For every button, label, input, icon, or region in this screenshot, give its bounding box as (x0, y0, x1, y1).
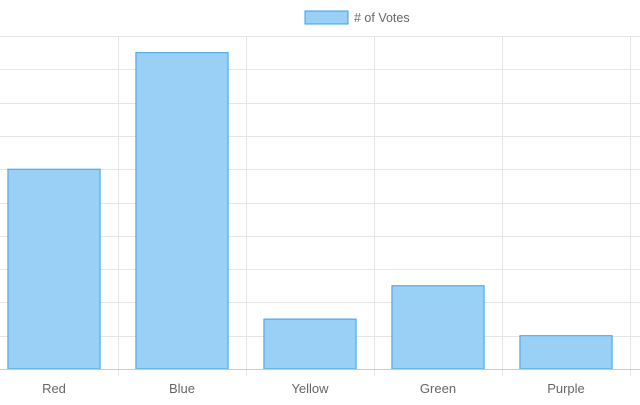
bar-green[interactable] (391, 285, 485, 370)
bar-red[interactable] (7, 168, 101, 370)
bars (7, 52, 613, 370)
legend-label[interactable]: # of Votes (354, 11, 410, 25)
x-tick-label: Red (42, 381, 66, 396)
legend[interactable]: # of Votes (304, 10, 410, 25)
x-axis: Red Blue Yellow Green Purple (0, 369, 640, 396)
legend-swatch[interactable] (304, 10, 349, 25)
x-tick-label: Green (420, 381, 456, 396)
x-tick-label: Purple (547, 381, 585, 396)
bar-yellow[interactable] (263, 318, 357, 370)
bar-blue[interactable] (135, 52, 229, 370)
x-tick-label: Yellow (291, 381, 329, 396)
bar-purple[interactable] (519, 335, 613, 370)
gridlines (0, 36, 640, 376)
x-tick-label: Blue (169, 381, 195, 396)
